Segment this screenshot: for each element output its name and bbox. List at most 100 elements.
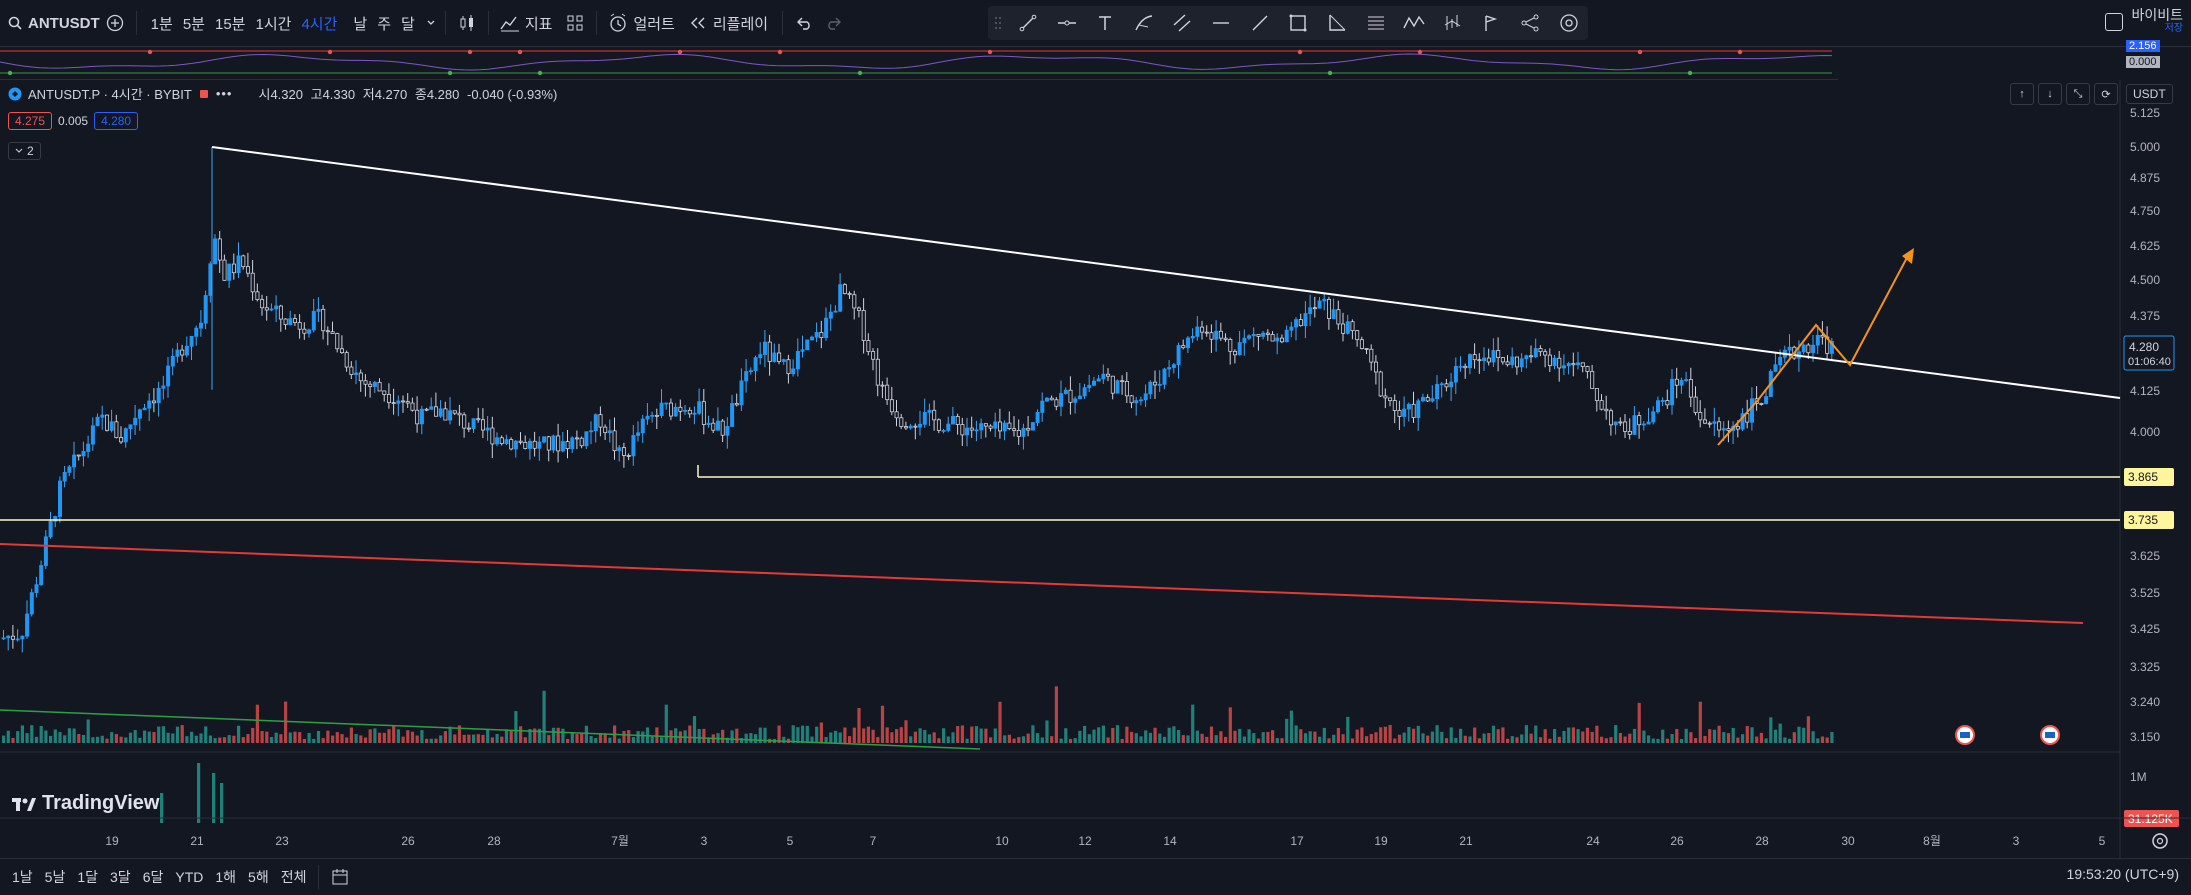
level-label-1: 3.865 (2124, 468, 2174, 486)
interval-1m[interactable]: 1분 (150, 15, 173, 33)
fullscreen-toggle[interactable] (2105, 13, 2124, 31)
volume-bar (641, 731, 645, 743)
indicators-icon[interactable] (495, 8, 525, 38)
volume-bar (1003, 735, 1007, 743)
diagonal-line-icon[interactable] (1245, 8, 1275, 38)
candle (1515, 356, 1520, 375)
refresh-icon[interactable]: ⟳ (2094, 83, 2118, 105)
range-1d[interactable]: 1날 (12, 869, 33, 885)
volume-bar (1115, 725, 1120, 743)
volume-bar (819, 722, 823, 743)
calendar-range-icon[interactable] (325, 862, 355, 892)
divider (782, 11, 784, 35)
candle (1421, 393, 1426, 403)
interval-15m[interactable]: 15분 (214, 15, 246, 33)
range-ytd[interactable]: YTD (175, 869, 204, 885)
brush-icon[interactable] (1129, 8, 1159, 38)
candle (1538, 345, 1543, 357)
volume-bar (1017, 737, 1021, 743)
alert-button[interactable]: 얼러트 (633, 15, 675, 33)
price-chart[interactable]: 5.125 5.000 4.875 4.750 4.625 4.500 4.375 4.125… (0, 80, 2191, 858)
replay-icon[interactable] (683, 8, 713, 38)
candle (1063, 387, 1068, 395)
interval-month[interactable]: 달 (401, 15, 415, 33)
volume-bar (63, 735, 67, 743)
candle (1571, 352, 1576, 377)
eye-target-icon[interactable] (1554, 8, 1584, 38)
candle (325, 326, 330, 346)
range-5d[interactable]: 5날 (44, 869, 66, 885)
horizontal-line-icon[interactable] (1052, 8, 1082, 38)
time-tick-label: 19 (105, 834, 119, 848)
forecast-icon[interactable] (1438, 8, 1468, 38)
range-1y[interactable]: 1해 (215, 869, 237, 885)
legend-symbol[interactable]: ANTUSDT.P · 4시간 · BYBIT (8, 84, 192, 103)
pattern-icon[interactable] (1399, 8, 1429, 38)
collapse-icon[interactable]: ⤡ (2066, 83, 2090, 105)
candle (650, 411, 655, 423)
interval-4h[interactable]: 4시간 (301, 15, 338, 33)
interval-1h[interactable]: 1시간 (255, 15, 292, 33)
arrow-up-icon[interactable]: ↑ (2010, 83, 2034, 105)
collapse-indicators[interactable]: 2 (8, 142, 41, 160)
currency-unit-select[interactable]: USDT (2126, 84, 2173, 104)
volume-bar (1454, 737, 1458, 743)
time-tick-label: 17 (1290, 834, 1304, 848)
volume-bar (20, 725, 24, 743)
svg-text:3.735: 3.735 (2128, 513, 2158, 527)
templates-icon[interactable] (560, 8, 590, 38)
candle (382, 390, 387, 402)
ray-icon[interactable] (1206, 8, 1236, 38)
broker-label[interactable]: 바이비트 저장 (2131, 8, 2183, 36)
candle (1656, 396, 1661, 414)
candle (932, 400, 937, 431)
compare-add-icon[interactable] (100, 8, 130, 38)
bid-badge[interactable]: 4.275 (8, 112, 53, 130)
pitchfork-icon[interactable] (1476, 8, 1506, 38)
parallel-channel-icon[interactable] (1167, 8, 1197, 38)
candle (1529, 345, 1534, 363)
range-6m[interactable]: 6달 (142, 869, 164, 885)
candle-type-icon[interactable] (452, 8, 482, 38)
trend-line-icon[interactable] (1013, 8, 1043, 38)
range-3m[interactable]: 3달 (110, 869, 131, 885)
legend-more-icon[interactable]: ••• (215, 86, 233, 101)
triangle-icon[interactable] (1322, 8, 1352, 38)
indicators-button[interactable]: 지표 (524, 15, 553, 33)
ask-badge[interactable]: 4.280 (94, 112, 139, 130)
volume-bar (899, 727, 903, 743)
clock[interactable]: 19:53:20 (UTC+9) (2066, 866, 2179, 882)
rectangle-icon[interactable] (1283, 8, 1313, 38)
volume-bar (1050, 736, 1054, 743)
volume-bar (528, 729, 532, 743)
share-nodes-icon[interactable] (1515, 8, 1545, 38)
chevron-down-icon[interactable] (423, 8, 439, 38)
symbol-search[interactable]: ANTUSDT (0, 15, 100, 32)
candle (462, 412, 467, 438)
volume-bar (166, 732, 170, 743)
candle (339, 335, 344, 354)
undo-icon[interactable] (789, 8, 819, 38)
candle (927, 403, 932, 426)
volume-bar (1590, 731, 1594, 743)
candle (297, 314, 302, 339)
redo-icon[interactable] (819, 8, 849, 38)
text-tool-icon[interactable] (1090, 8, 1120, 38)
candle (612, 417, 617, 460)
drag-handle-icon[interactable] (992, 8, 1004, 38)
candle (838, 273, 843, 313)
interval-5m[interactable]: 5분 (182, 15, 205, 33)
replay-button[interactable]: 리플레이 (712, 15, 769, 33)
range-all[interactable]: 전체 (280, 869, 307, 885)
candle (1350, 319, 1355, 340)
candle (184, 336, 189, 358)
range-1m[interactable]: 1달 (77, 869, 99, 885)
volume-bar (105, 738, 109, 743)
interval-day[interactable]: 날 (353, 15, 368, 33)
interval-week[interactable]: 주 (377, 15, 392, 33)
arrow-down-icon[interactable]: ↓ (2038, 83, 2062, 105)
range-5y[interactable]: 5해 (248, 869, 269, 885)
fib-lines-icon[interactable] (1361, 8, 1391, 38)
alert-clock-icon[interactable] (603, 8, 633, 38)
candle (1477, 353, 1482, 374)
